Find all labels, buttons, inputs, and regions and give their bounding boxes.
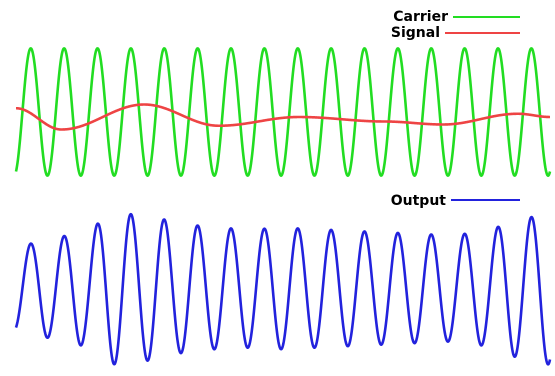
legend-top: Carrier Signal xyxy=(391,9,520,41)
series-line-signal xyxy=(15,103,551,131)
legend-bottom: Output xyxy=(391,193,520,209)
legend-label-signal: Signal xyxy=(391,25,440,41)
series-line-output xyxy=(14,212,552,366)
output-plot xyxy=(14,212,552,366)
legend-label-output: Output xyxy=(391,193,447,209)
series-line-carrier xyxy=(14,47,552,177)
carrier-signal-plot xyxy=(14,47,552,177)
legend-label-carrier: Carrier xyxy=(393,9,448,25)
